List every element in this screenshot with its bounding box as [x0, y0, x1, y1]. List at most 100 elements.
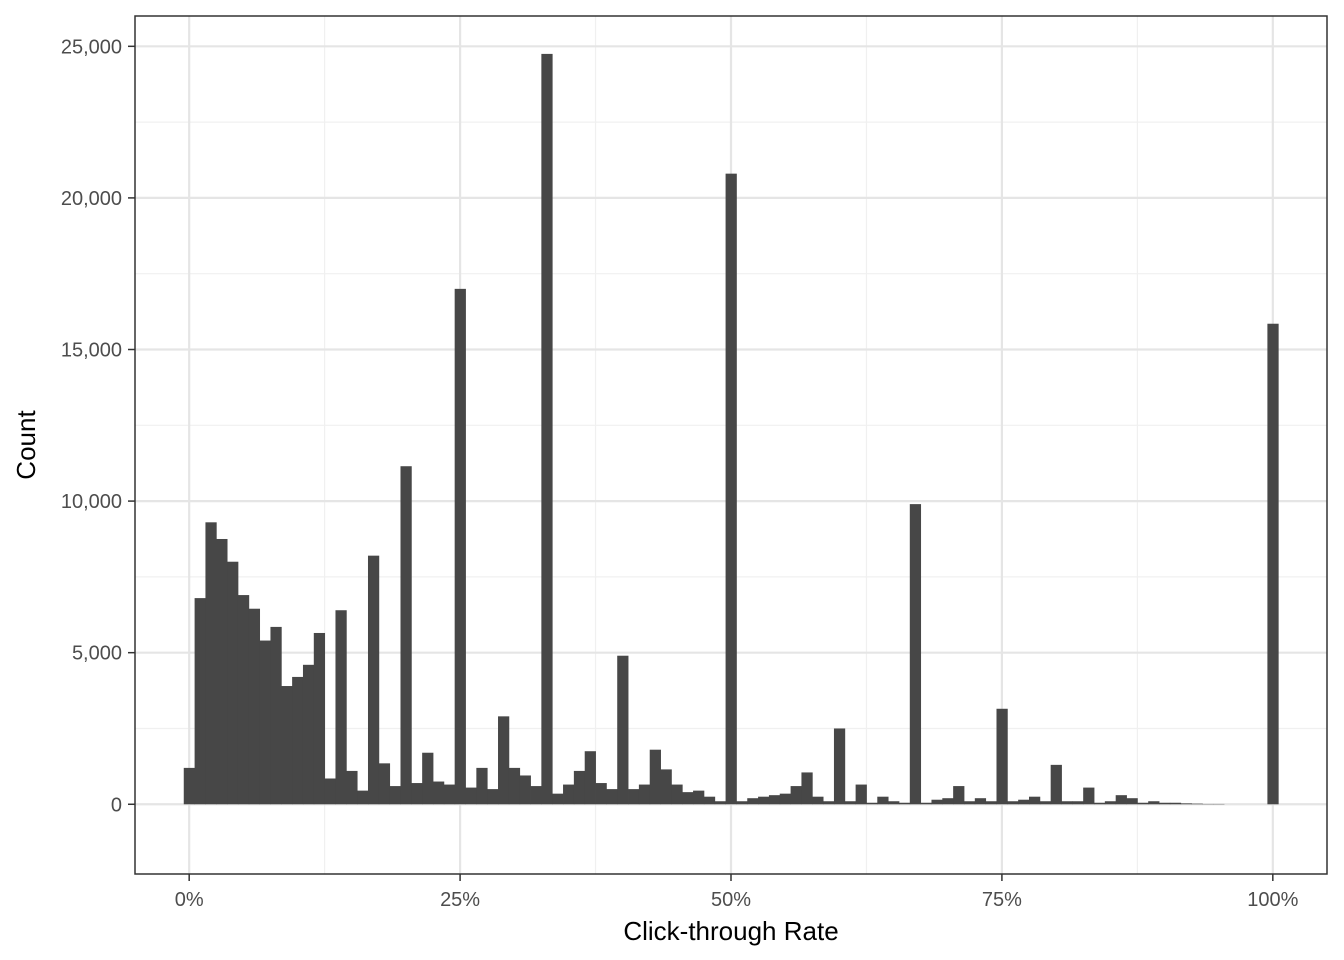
histogram-bar	[801, 772, 813, 805]
histogram-bar	[790, 786, 802, 805]
histogram-bar	[357, 790, 369, 805]
histogram-bar	[1126, 798, 1138, 805]
histogram-bar	[1180, 803, 1192, 805]
histogram-bar	[714, 801, 726, 805]
histogram-bar	[823, 801, 835, 805]
histogram-bar	[898, 802, 911, 805]
histogram-bar	[465, 787, 477, 805]
histogram-bar	[779, 793, 791, 805]
histogram-bar	[877, 796, 889, 805]
y-tick-label: 5,000	[72, 643, 122, 665]
y-axis-title: Count	[11, 410, 41, 480]
histogram-bar	[302, 664, 315, 805]
histogram-bar	[1094, 802, 1106, 805]
x-tick-label: 25%	[440, 889, 480, 911]
histogram-bar	[1018, 799, 1030, 805]
histogram-bar	[498, 716, 510, 805]
histogram-bar	[844, 801, 857, 805]
histogram-bar	[292, 676, 304, 805]
histogram-bar	[1050, 764, 1062, 805]
histogram-bar	[985, 801, 997, 805]
histogram-bar	[433, 781, 445, 805]
histogram-bar	[649, 749, 661, 805]
histogram-bar	[454, 288, 466, 805]
axis-ticks	[128, 45, 1274, 881]
y-tick-label: 15,000	[61, 339, 122, 361]
histogram-bar	[216, 538, 228, 805]
histogram-bar	[1007, 801, 1019, 805]
histogram-bar	[974, 798, 987, 805]
histogram-bar	[508, 767, 521, 805]
histogram-bar	[736, 801, 748, 805]
histogram-bar	[595, 783, 607, 805]
histogram-bar	[920, 802, 932, 805]
histogram-bar	[606, 789, 618, 805]
histogram-bar	[963, 801, 976, 805]
histogram-bar	[573, 770, 586, 805]
y-axis-tick-labels: 0 5,000 10,000 15,000 20,000 25,000	[61, 36, 122, 816]
histogram-bar	[703, 796, 716, 805]
histogram-bar	[1029, 796, 1041, 805]
histogram-bar	[1039, 801, 1052, 805]
histogram-bar	[942, 798, 954, 805]
histogram-bar	[682, 792, 694, 805]
histogram-bar	[313, 632, 326, 805]
x-tick-label: 0%	[175, 889, 204, 911]
x-axis-title: Click-through Rate	[623, 916, 838, 946]
histogram-bar	[552, 793, 564, 805]
histogram-bar	[443, 784, 456, 805]
histogram-bar	[205, 522, 217, 805]
histogram-bar	[1072, 801, 1084, 805]
histogram-bar	[693, 790, 705, 805]
histogram-bar	[367, 555, 380, 805]
histogram-bar	[487, 789, 499, 805]
histogram-bar	[953, 786, 965, 805]
x-axis-tick-labels: 0% 25% 50% 75% 100%	[175, 889, 1299, 911]
histogram-bar	[1169, 802, 1182, 805]
histogram-bar	[194, 598, 206, 805]
histogram-bar	[996, 708, 1008, 805]
histogram-bar	[389, 786, 401, 805]
histogram-bar	[660, 769, 672, 805]
y-tick-label: 20,000	[61, 188, 122, 210]
histogram-bar	[422, 752, 434, 805]
histogram-bar	[1083, 787, 1095, 805]
histogram-bar	[931, 799, 943, 805]
histogram-bar	[584, 751, 596, 805]
histogram-bar	[747, 798, 759, 805]
histogram-bar	[530, 786, 542, 805]
histogram-bar	[281, 686, 293, 805]
histogram-bar	[519, 775, 531, 805]
x-tick-label: 100%	[1247, 889, 1298, 911]
histogram-bar	[237, 595, 250, 805]
histogram-bar	[378, 763, 391, 805]
histogram-bar	[1104, 801, 1117, 805]
histogram-bar	[1137, 802, 1149, 805]
y-tick-label: 10,000	[61, 491, 122, 513]
histogram-bar	[833, 728, 846, 805]
histogram-bar	[1191, 803, 1203, 805]
histogram-bar	[866, 802, 878, 805]
x-tick-label: 75%	[982, 889, 1022, 911]
histogram-bar	[638, 784, 651, 805]
histogram-bar	[768, 795, 781, 805]
histogram-bar	[541, 53, 553, 805]
histogram-bar	[909, 504, 922, 805]
y-tick-label: 0	[111, 794, 122, 816]
histogram-bar	[411, 783, 423, 805]
histogram-bars	[183, 53, 1279, 805]
histogram-bar	[671, 784, 683, 805]
histogram-bar	[628, 789, 640, 805]
histogram-bar	[1148, 801, 1160, 805]
histogram-bar	[563, 784, 575, 805]
histogram-bar	[476, 767, 488, 805]
histogram-bar	[183, 767, 195, 805]
histogram-bar	[335, 610, 347, 805]
y-tick-label: 25,000	[61, 36, 122, 58]
histogram-bar	[1159, 802, 1171, 805]
histogram-bar	[400, 466, 412, 805]
histogram-bar	[1115, 795, 1127, 805]
histogram-bar	[888, 801, 900, 805]
histogram-bar	[1061, 801, 1073, 805]
